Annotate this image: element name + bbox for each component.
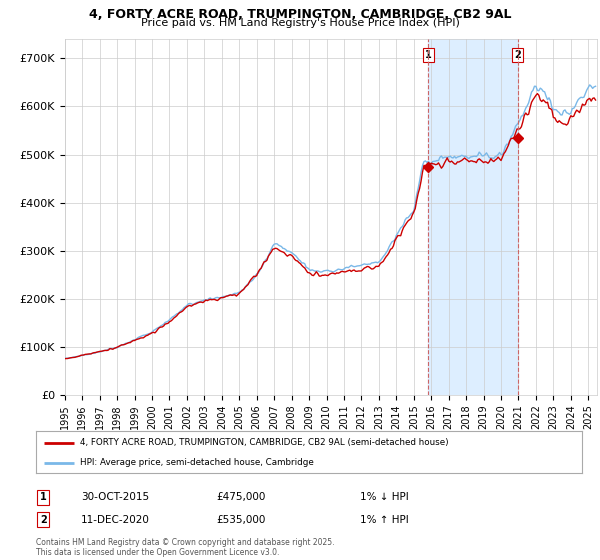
Text: £475,000: £475,000 — [216, 492, 265, 502]
Text: 30-OCT-2015: 30-OCT-2015 — [81, 492, 149, 502]
Text: Price paid vs. HM Land Registry's House Price Index (HPI): Price paid vs. HM Land Registry's House … — [140, 18, 460, 29]
Text: 11-DEC-2020: 11-DEC-2020 — [81, 515, 150, 525]
Text: 1% ↑ HPI: 1% ↑ HPI — [360, 515, 409, 525]
Text: Contains HM Land Registry data © Crown copyright and database right 2025.
This d: Contains HM Land Registry data © Crown c… — [36, 538, 335, 557]
Text: 2: 2 — [514, 50, 521, 60]
Text: HPI: Average price, semi-detached house, Cambridge: HPI: Average price, semi-detached house,… — [80, 458, 313, 467]
Text: 1: 1 — [425, 50, 431, 60]
Text: 1% ↓ HPI: 1% ↓ HPI — [360, 492, 409, 502]
Text: 4, FORTY ACRE ROAD, TRUMPINGTON, CAMBRIDGE, CB2 9AL (semi-detached house): 4, FORTY ACRE ROAD, TRUMPINGTON, CAMBRID… — [80, 438, 448, 447]
Text: 1: 1 — [40, 492, 47, 502]
Text: £535,000: £535,000 — [216, 515, 265, 525]
Text: 2: 2 — [40, 515, 47, 525]
Bar — [428, 39, 518, 395]
Text: 4, FORTY ACRE ROAD, TRUMPINGTON, CAMBRIDGE, CB2 9AL: 4, FORTY ACRE ROAD, TRUMPINGTON, CAMBRID… — [89, 8, 511, 21]
